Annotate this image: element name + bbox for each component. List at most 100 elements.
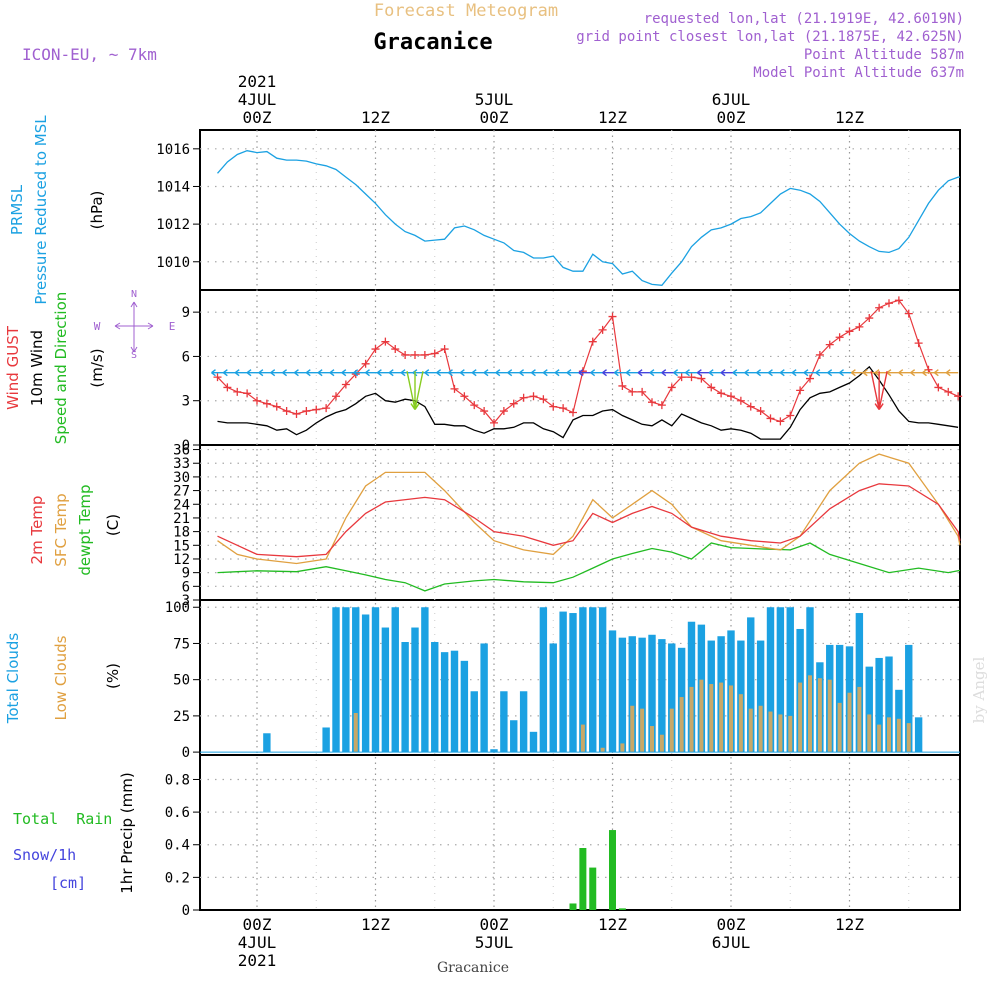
wind-arrow-icon xyxy=(258,369,271,377)
low-clouds-bar xyxy=(817,678,822,753)
wind-direction-arrows xyxy=(211,369,959,410)
wind-arrow-icon xyxy=(602,369,615,377)
y-tick-label: 50 xyxy=(173,673,190,689)
bottom-time-label: 12Z xyxy=(361,915,390,934)
total-clouds-bar xyxy=(905,644,913,753)
low-clouds-bar xyxy=(758,705,763,753)
wind-arrow-icon xyxy=(922,369,935,377)
wind-gust-marker xyxy=(490,418,498,427)
total-clouds-bar xyxy=(421,607,429,753)
wind-gust-marker xyxy=(648,398,656,407)
top-time-label: 12Z xyxy=(598,108,627,127)
wind-gust-marker xyxy=(470,401,479,410)
wind-arrow-icon xyxy=(353,369,366,377)
y-tick-label: 36 xyxy=(173,443,190,459)
dewpt-temp-line xyxy=(217,542,961,592)
y-tick-label: 1014 xyxy=(156,179,190,195)
wind-arrow-icon xyxy=(850,369,864,377)
wind-gust-marker xyxy=(243,389,252,398)
wind-gust-marker xyxy=(904,309,913,318)
wind-gust-marker xyxy=(756,407,765,416)
y-tick-label: 100 xyxy=(165,600,190,616)
compass-s: S xyxy=(131,350,137,361)
wind-gust-line xyxy=(217,299,959,424)
bottom-time-label: 2021 xyxy=(238,951,277,970)
wind-arrow-icon xyxy=(756,369,769,377)
wind-gust-marker xyxy=(727,392,735,401)
total-clouds-bar xyxy=(865,666,873,753)
y-tick-label: 33 xyxy=(173,456,190,472)
requested-coords: requested lon,lat (21.1919E, 42.6019N) xyxy=(644,11,964,27)
low-clouds-bar xyxy=(738,694,743,753)
wind-gust-marker xyxy=(885,299,893,308)
wind-speed-direction-label: Speed and Direction xyxy=(52,292,70,445)
low-clouds-bar xyxy=(630,705,635,753)
bottom-time-label: 12Z xyxy=(835,915,864,934)
y-tick-label: 30 xyxy=(173,470,190,486)
low-clouds-bar xyxy=(867,714,872,753)
pressure-ticks: 1016 1014 1012 1010 xyxy=(156,142,960,271)
low-clouds-bar xyxy=(620,743,625,753)
total-clouds-bar xyxy=(332,607,340,753)
wind-gust-marker xyxy=(835,333,844,342)
low-clouds-bar xyxy=(729,685,733,753)
total-clouds-bar xyxy=(628,636,636,753)
wind-arrow-icon xyxy=(388,369,402,377)
prmsl-label: PRMSL xyxy=(8,184,26,235)
wind-10m-label: 10m Wind xyxy=(28,330,46,406)
wind-arrow-icon xyxy=(744,369,757,377)
wind-gust-marker xyxy=(677,373,686,382)
total-clouds-bar xyxy=(440,652,449,753)
total-clouds-bar xyxy=(263,733,271,753)
location-name: Gracanice xyxy=(373,30,492,55)
wind-arrow-icon xyxy=(294,369,307,377)
y-tick-label: 6 xyxy=(182,579,190,595)
wind-gust-marker xyxy=(332,392,340,401)
wind-arrow-icon xyxy=(708,369,722,377)
wind-arrow-icon xyxy=(661,369,674,377)
clouds-panel: Total Clouds Low Clouds (%) 100 75 50 25 0 xyxy=(4,600,960,761)
celsius-unit-label: (C) xyxy=(104,514,122,536)
total-clouds-bar xyxy=(510,720,518,753)
wind-gust-marker xyxy=(786,411,795,420)
total-clouds-bar xyxy=(549,643,557,753)
rain-bar xyxy=(569,903,577,910)
sfc-temp-label: SFC Temp xyxy=(52,493,70,566)
wind-gust-marker xyxy=(509,399,518,408)
low-clouds-bar xyxy=(748,708,753,753)
y-tick-label: 0.2 xyxy=(165,870,190,886)
model-altitude: Model Point Altitude 637m xyxy=(753,65,964,81)
y-tick-label: 3 xyxy=(182,394,190,410)
y-tick-label: 0.4 xyxy=(165,838,190,854)
total-clouds-bar xyxy=(411,627,419,753)
bottom-time-label: 00Z xyxy=(243,915,272,934)
pressure-line xyxy=(217,150,960,286)
total-clouds-label: Total Clouds xyxy=(4,633,22,725)
total-clouds-bar xyxy=(322,727,330,753)
wind-gust-marker xyxy=(825,340,834,349)
wind-gust-marker xyxy=(539,395,548,404)
wind-gust-marker xyxy=(766,414,775,423)
total-clouds-bar xyxy=(450,650,459,753)
low-clouds-bar xyxy=(580,724,585,753)
y-tick-label: 3 xyxy=(182,593,190,609)
wind-arrow-icon xyxy=(222,369,236,377)
top-time-label: 12Z xyxy=(835,108,864,127)
wind-arrow-icon xyxy=(720,369,734,377)
compass-w: W xyxy=(94,320,101,333)
y-tick-label: 25 xyxy=(173,709,190,725)
wind-gust-marker xyxy=(322,404,331,413)
wind-gust-marker xyxy=(806,374,814,383)
wind-arrow-icon xyxy=(827,369,840,377)
wind-arrow-icon xyxy=(341,369,354,377)
bottom-time-label: 12Z xyxy=(598,915,627,934)
wind-gust-marker xyxy=(381,337,390,346)
total-clouds-bar xyxy=(480,643,488,753)
total-clouds-bar xyxy=(490,749,498,753)
total-clouds-bar xyxy=(658,639,666,753)
low-clouds-bar xyxy=(659,734,664,753)
y-tick-label: 0 xyxy=(182,903,190,919)
compass-n: N xyxy=(131,289,137,300)
wind-gust-marker xyxy=(233,387,242,396)
low-clouds-bar xyxy=(719,682,724,753)
